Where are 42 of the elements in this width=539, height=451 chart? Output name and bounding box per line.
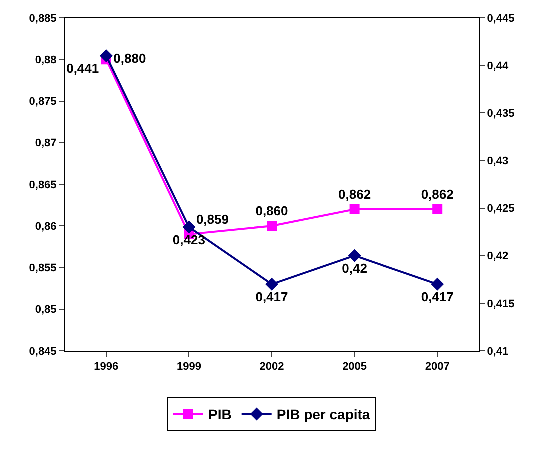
y-tick-label: 0,85 [35,304,57,316]
x-tick-label: 2002 [260,361,284,374]
point [350,204,360,214]
y-tick-label: 0,885 [29,12,57,25]
data-label: 0,862 [338,186,372,202]
y2-tick-label: 0,445 [487,12,515,25]
data-label: 0,859 [196,212,229,227]
y-tick-label: 0,86 [35,220,57,233]
y2-tick-label: 0,425 [487,203,515,216]
point [182,220,196,234]
y2-tick-label: 0,42 [487,250,509,263]
x-tick-label: 2007 [425,361,450,374]
data-label: 0,42 [342,260,368,276]
data-label: 0,417 [256,289,288,304]
data-label: 0,862 [421,186,454,202]
y-tick-label: 0,855 [29,262,57,275]
point [100,50,113,63]
y2-tick-label: 0,44 [487,60,510,72]
y2-tick-label: 0,43 [487,156,509,168]
y-tick-label: 0,88 [35,54,57,66]
y-tick-label: 0,865 [29,179,57,192]
data-label: 0,417 [421,289,454,304]
data-label: 0,880 [114,50,146,66]
x-tick-label: 1999 [176,361,202,374]
point [432,204,443,214]
y-tick-label: 0,87 [35,138,57,150]
point [348,249,362,262]
y-tick-label: 0,845 [29,346,57,358]
legend-label: PIB per capita [276,406,370,423]
y2-tick-label: 0,41 [487,346,509,358]
y-tick-label: 0,875 [29,96,57,108]
data-label: 0,441 [66,61,100,76]
x-tick-label: 1996 [94,361,119,374]
legend-label: PIB [208,406,232,423]
point [431,278,444,291]
y2-tick-label: 0,415 [487,298,515,310]
data-label: 0,423 [172,232,206,248]
y2-tick-label: 0,435 [487,108,515,120]
x-tick-label: 2005 [342,361,368,374]
point [266,278,278,291]
data-label: 0,860 [256,204,288,219]
point [267,221,277,232]
